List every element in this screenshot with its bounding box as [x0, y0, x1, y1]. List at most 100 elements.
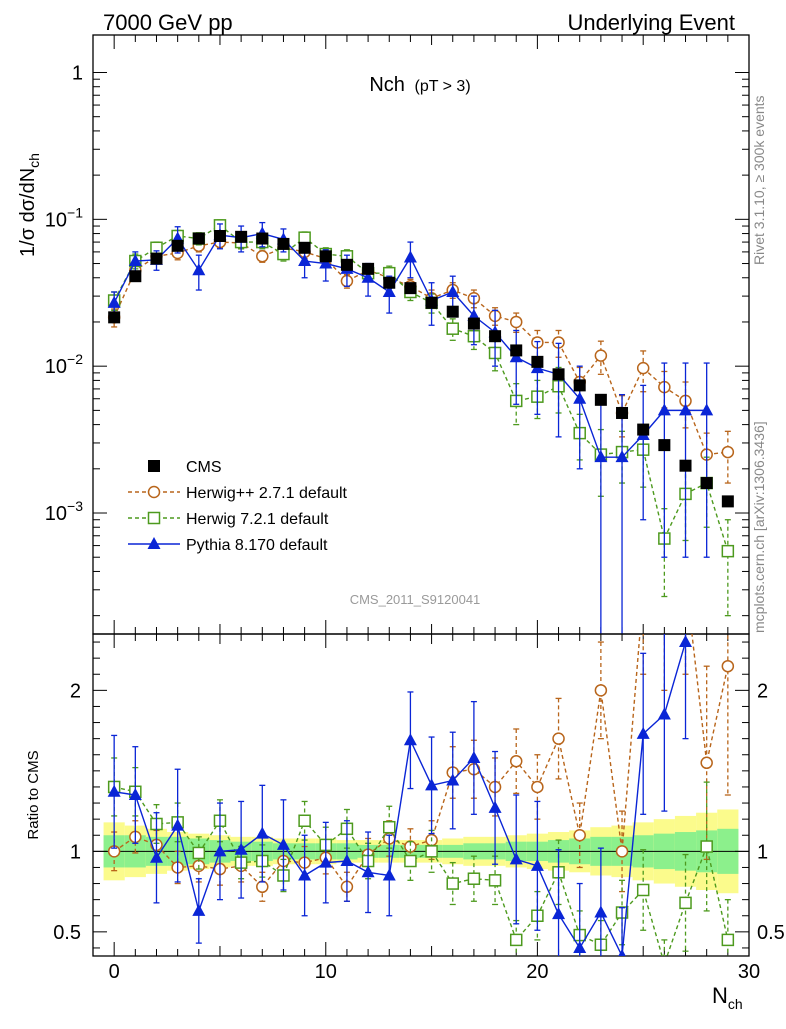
ratio-s3-point [509, 852, 523, 865]
ratio-s1-point [721, 659, 735, 673]
plot-title: Nch [369, 74, 405, 96]
ratio-s1-point [700, 756, 713, 770]
ratio-s3-point [319, 855, 333, 868]
main-ytick-label-base: 10 [45, 503, 67, 525]
ratio-s2-point [425, 845, 438, 858]
ratio-xtick-label: 0 [109, 961, 120, 983]
main-s0-point [192, 232, 205, 245]
legend-marker [147, 485, 161, 499]
main-s3-point [679, 403, 693, 416]
main-s0-point [383, 276, 396, 289]
ratio-s3-point [340, 854, 354, 867]
main-ytick-label: 10−1 [45, 204, 83, 231]
ratio-ytick-label: 0.5 [53, 922, 81, 944]
ratio-s3-point [530, 858, 544, 871]
ratio-s3-point [636, 726, 650, 739]
header-right: Underlying Event [567, 10, 735, 35]
main-ytick-label-base: 1 [72, 62, 83, 84]
main-s3-point [594, 450, 608, 463]
main-s2-line [113, 224, 729, 552]
main-ytick-label-base: 10 [45, 209, 67, 231]
svg-text:Nch: Nch [712, 983, 743, 1012]
ratio-s1-point [531, 780, 544, 794]
ratio-s3-point [467, 750, 481, 763]
main-s0-point [425, 296, 438, 309]
legend-marker [148, 460, 160, 472]
main-s0-point [235, 230, 248, 243]
ratio-s1-point [552, 732, 565, 745]
ratio-s3-point [618, 949, 626, 956]
ratio-s1-point [615, 845, 629, 858]
ratio-s2-point [488, 874, 502, 887]
ratio-s2-point [659, 959, 670, 970]
main-s0-point [510, 344, 523, 357]
ratio-ytick-label-right: 1 [757, 841, 768, 863]
legend-label: Herwig++ 2.7.1 default [186, 485, 348, 502]
main-s0-point [340, 258, 353, 271]
main-ytick-label-exp: −1 [67, 204, 83, 220]
main-s3-point [128, 254, 142, 267]
main-s0-point [171, 239, 184, 252]
ratio-xtick-label: 20 [526, 961, 548, 983]
ratio-s2-point [721, 933, 735, 947]
analysis-watermark: CMS_2011_S9120041 [350, 592, 481, 607]
svg-text:Nch (pT > 3): Nch (pT > 3) [369, 74, 470, 96]
main-s0-point [573, 379, 586, 392]
main-s0-point [552, 368, 565, 381]
main-ytick-label-base: 10 [45, 356, 67, 378]
rivet-label: Rivet 3.1.10, ≥ 300k events [751, 95, 767, 265]
ratio-s2-point [679, 896, 692, 910]
main-s0-point [298, 241, 311, 254]
main-s3-point [657, 403, 671, 416]
ratio-xtick-label: 30 [738, 961, 760, 983]
main-s0-point [637, 423, 650, 436]
ratio-s2-point [192, 846, 206, 860]
main-panel: 110−110−210−3 [45, 34, 750, 635]
main-s3-point [107, 295, 121, 308]
ratio-s2-point [446, 877, 459, 890]
ratio-s2-point [700, 840, 713, 853]
ratio-s1-line [113, 634, 729, 888]
ratio-ytick-label-right: 0.5 [757, 922, 785, 944]
ratio-s3-point [446, 773, 460, 786]
ratio-s3-point [552, 907, 566, 920]
main-s3-point [361, 270, 375, 283]
header-left: 7000 GeV pp [103, 10, 233, 35]
main-s3-point [319, 256, 333, 269]
ratio-s1-point [509, 754, 523, 768]
legend-label: Pythia 8.170 default [186, 537, 328, 554]
legend-marker [147, 511, 161, 525]
ratio-s3-point [382, 868, 396, 881]
main-ylabel-sub: ch [26, 153, 42, 168]
main-s0-point [616, 406, 629, 419]
main-s1-point [256, 250, 269, 263]
ratio-s3-point [255, 826, 269, 839]
main-ytick-label-exp: −3 [67, 498, 83, 514]
ratio-panel: 0 10 20 30 2 2 1 1 0.5 0.5 [53, 588, 785, 983]
ratio-s3-point [276, 837, 290, 850]
ratio-s3-point [425, 778, 439, 791]
ratio-s3-point [657, 707, 671, 720]
main-s0-point [362, 262, 375, 275]
ratio-s3-series [107, 634, 693, 956]
ratio-ylabel: Ratio to CMS [25, 750, 42, 839]
main-ytick-label: 1 [72, 62, 83, 84]
main-s0-point [679, 459, 692, 472]
ratio-s3-point [192, 903, 206, 916]
main-s3-point [403, 250, 417, 263]
main-s2-point [446, 322, 459, 335]
main-s3-point [573, 391, 587, 404]
main-ytick-label: 10−2 [45, 351, 83, 378]
ratio-s3-point [107, 784, 121, 797]
main-s0-point [531, 355, 544, 368]
mcplots-label: mcplots.cern.ch [arXiv:1306.3436] [751, 421, 767, 633]
legend-label: Herwig 7.2.1 default [186, 511, 329, 528]
ratio-xtick-label: 10 [315, 961, 337, 983]
main-s0-point [129, 270, 142, 283]
ratio-s1-point [638, 588, 649, 599]
ratio-ytick-label: 1 [70, 841, 81, 863]
main-s3-point [446, 284, 460, 297]
ratio-ytick-label: 2 [70, 680, 81, 702]
